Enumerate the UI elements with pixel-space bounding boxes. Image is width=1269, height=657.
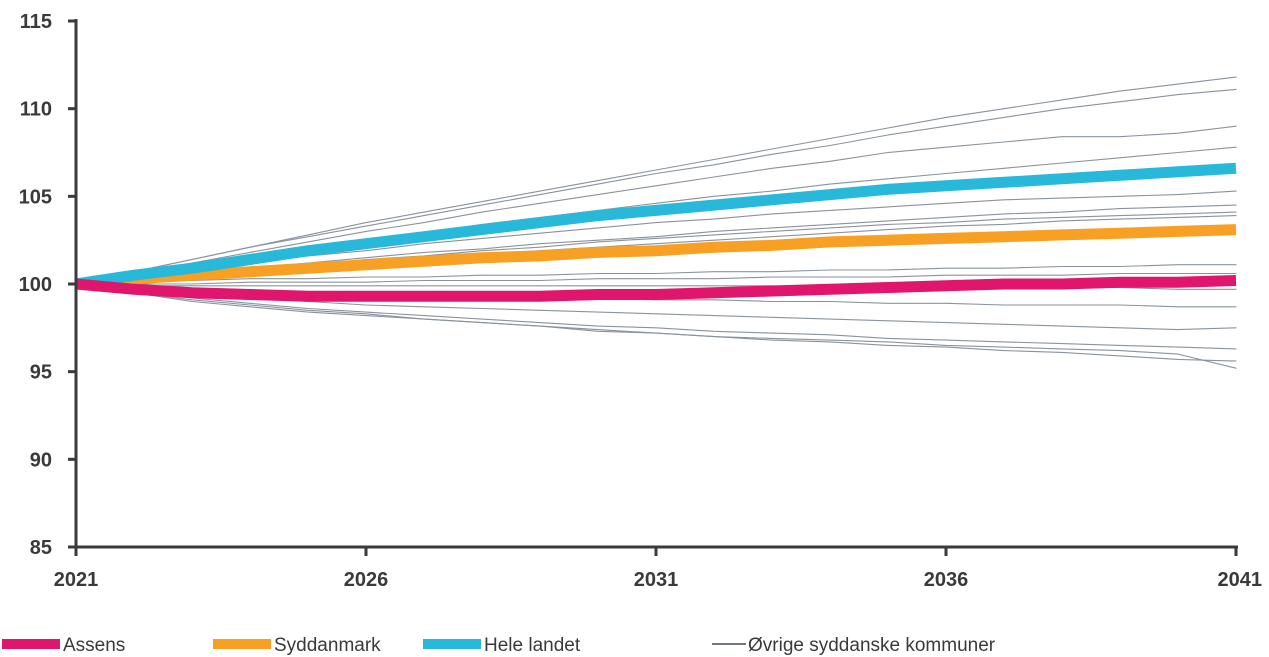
x-axis-ticks: 2021 2026 2031 2036 2041 [54, 547, 1262, 591]
legend-label: Assens [63, 635, 125, 656]
series-line-hele-landet [75, 162, 1237, 290]
other-municipality-line-18 [75, 283, 1237, 369]
other-municipalities-lines [75, 76, 1237, 369]
legend-label: Øvrige syddanske kommuner [748, 635, 996, 656]
x-tick-label: 2026 [344, 569, 389, 591]
other-municipality-line-12 [75, 272, 1237, 285]
highlighted-series-lines [75, 162, 1237, 302]
x-tick-label: 2041 [1218, 569, 1263, 591]
x-tick-label: 2021 [54, 569, 99, 591]
other-municipality-line-3 [75, 76, 1237, 285]
y-tick-label: 85 [30, 537, 52, 559]
x-tick-label: 2031 [634, 569, 679, 591]
x-tick-label: 2036 [924, 569, 969, 591]
y-tick-label: 100 [19, 274, 52, 296]
series-line-assens [75, 275, 1237, 302]
legend-label: Hele landet [484, 635, 581, 656]
y-tick-label: 95 [30, 362, 52, 384]
other-municipality-line-11 [75, 264, 1237, 285]
y-tick-label: 90 [30, 449, 52, 471]
other-municipality-line-5 [75, 125, 1237, 285]
y-tick-label: 105 [19, 186, 52, 208]
legend-swatch [213, 639, 271, 649]
legend-label: Syddanmark [274, 635, 381, 656]
legend-swatch [423, 639, 481, 649]
y-tick-label: 115 [20, 11, 52, 33]
other-municipality-line-4 [75, 88, 1237, 285]
other-municipality-line-16 [75, 283, 1237, 350]
y-axis-ticks: 85 90 95 100 105 110 115 [19, 11, 76, 559]
series-line-syddanmark [75, 224, 1237, 290]
legend: Assens Syddanmark Hele landet Øvrige syddan… [2, 635, 996, 656]
legend-swatch [2, 639, 60, 649]
y-tick-label: 110 [20, 99, 52, 121]
